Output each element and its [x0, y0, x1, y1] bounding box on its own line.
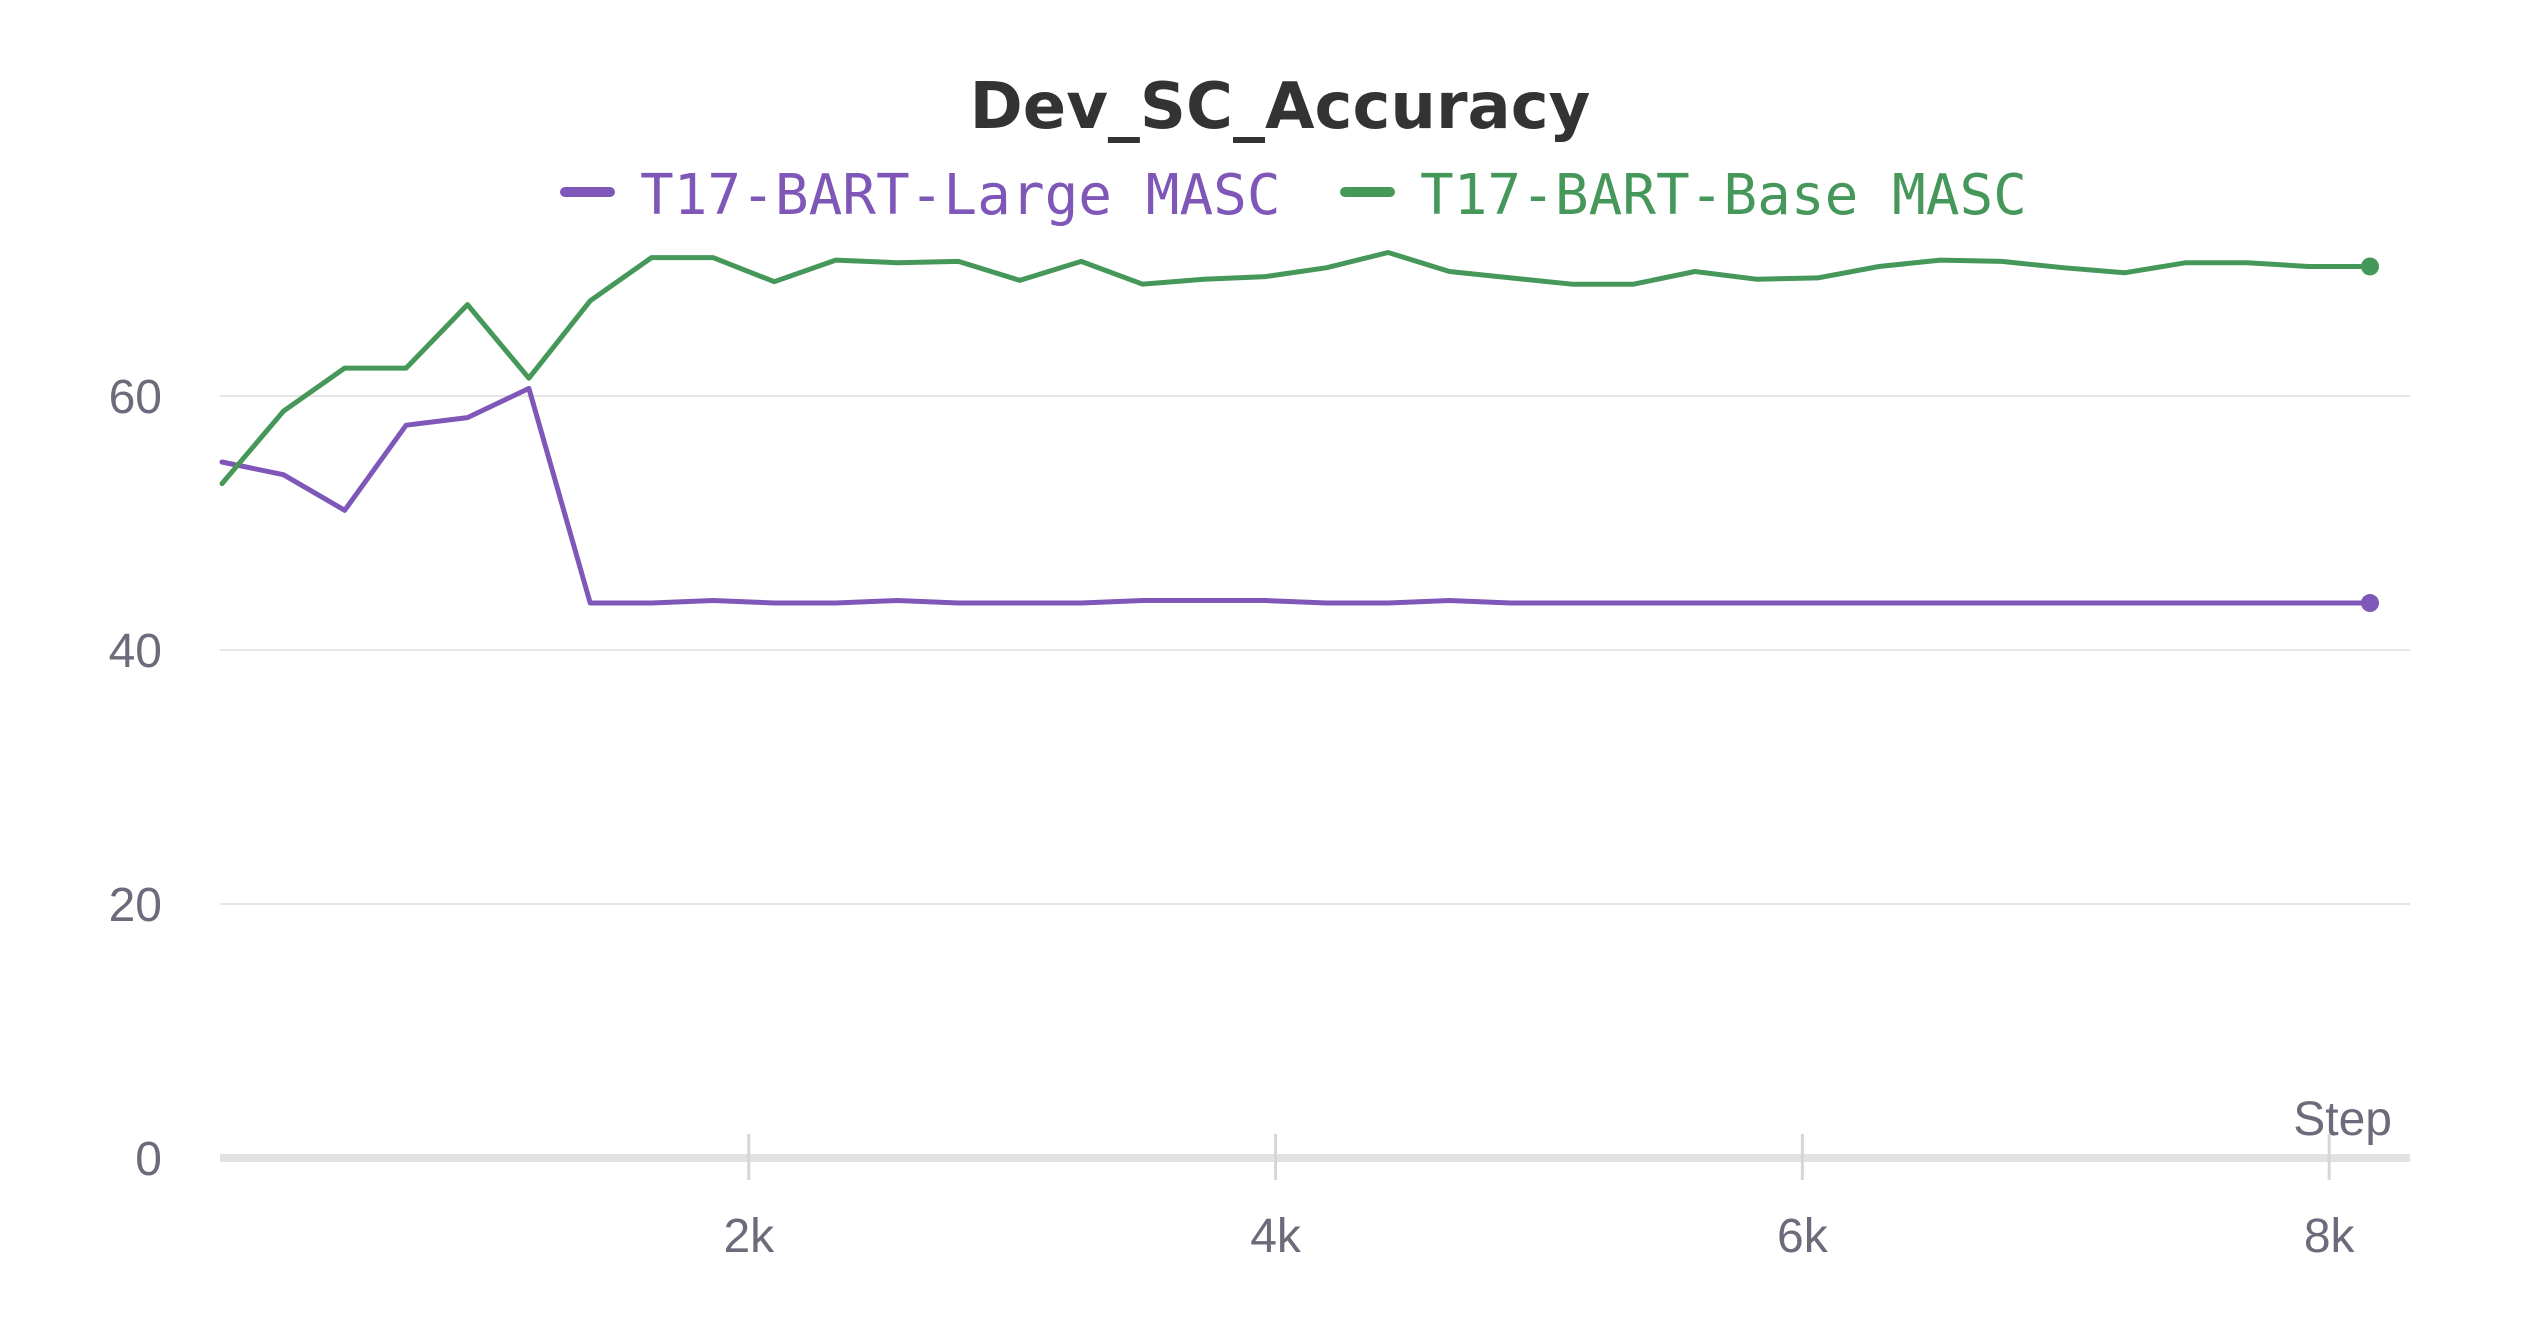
grid-lines [220, 395, 2410, 1162]
legend: T17-BART-Large MASC T17-BART-Base MASC [560, 163, 2027, 228]
x-tick-label-2000: 2k [723, 1210, 775, 1263]
y-axis: 0 20 40 60 [109, 371, 162, 1186]
y-tick-label-40: 40 [109, 625, 162, 678]
legend-label-base: T17-BART-Base MASC [1420, 163, 2027, 228]
series-lines [219, 250, 2379, 613]
y-tick-label-60: 60 [109, 371, 162, 424]
x-tick-label-6000: 6k [1777, 1210, 1829, 1263]
series-endpoint-0 [2361, 594, 2379, 613]
x-axis-label: Step [2293, 1093, 2392, 1146]
y-tick-label-20: 20 [109, 879, 162, 932]
x-tick-label-8000: 8k [2304, 1210, 2356, 1263]
legend-label-large: T17-BART-Large MASC [640, 163, 1281, 228]
series-endpoint-1 [2361, 257, 2379, 276]
chart-title: Dev_SC_Accuracy [970, 70, 1591, 144]
series-line-0 [219, 385, 2373, 606]
x-axis: 2k 4k 6k 8k [723, 1134, 2356, 1263]
x-tick-label-4000: 4k [1250, 1210, 1302, 1263]
y-tick-label-0: 0 [135, 1133, 162, 1186]
series-line-1 [219, 250, 2373, 487]
